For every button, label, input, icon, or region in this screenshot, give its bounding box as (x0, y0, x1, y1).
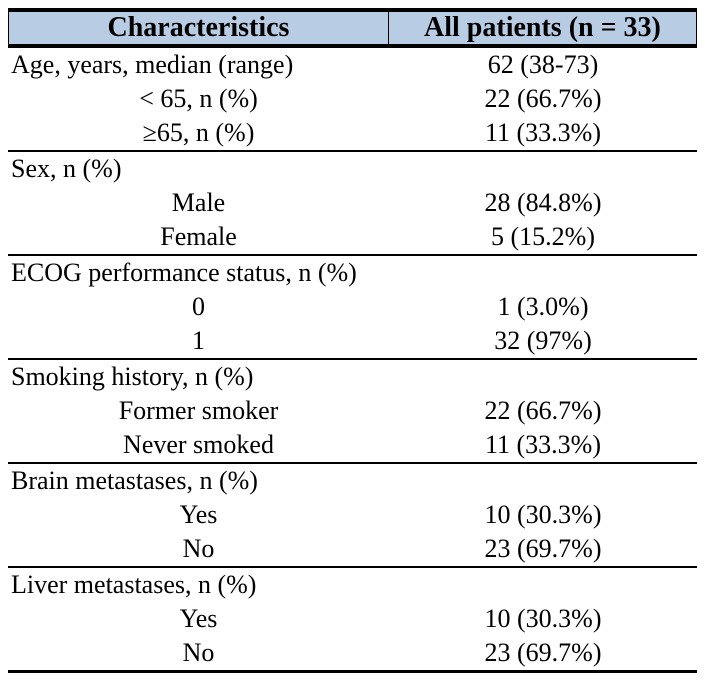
table-section: Smoking history, n (%) Former smoker 22 (6… (8, 360, 697, 464)
table-row: Yes 10 (30.3%) (8, 602, 697, 636)
table-section: Brain metastases, n (%) Yes 10 (30.3%) No 23… (8, 464, 697, 568)
row-value: 22 (66.7%) (484, 396, 602, 425)
row-label: No (182, 534, 215, 563)
row-label: Age, years, median (range) (11, 50, 294, 79)
table-body: Age, years, median (range) 62 (38-73) < 65… (8, 48, 697, 673)
table-row: 1 32 (97%) (8, 324, 697, 358)
table-row: Yes 10 (30.3%) (8, 498, 697, 532)
row-value: 22 (66.7%) (484, 84, 602, 113)
row-value: 1 (3.0%) (497, 292, 589, 321)
row-value: 11 (33.3%) (484, 118, 601, 147)
row-value: 11 (33.3%) (484, 430, 601, 459)
table-row: No 23 (69.7%) (8, 636, 697, 670)
row-label: < 65, n (%) (139, 84, 258, 113)
table-row: Smoking history, n (%) (8, 360, 697, 394)
row-label: Brain metastases, n (%) (11, 466, 258, 495)
row-value (389, 256, 697, 290)
row-value: 5 (15.2%) (491, 222, 595, 251)
table-row: Male 28 (84.8%) (8, 186, 697, 220)
row-value: 10 (30.3%) (484, 604, 602, 633)
table-row: Former smoker 22 (66.7%) (8, 394, 697, 428)
table-row: Female 5 (15.2%) (8, 220, 697, 254)
row-value (389, 464, 697, 498)
row-value: 23 (69.7%) (484, 638, 602, 667)
row-label: 1 (192, 326, 205, 355)
row-value: 10 (30.3%) (484, 500, 602, 529)
row-label: No (182, 638, 215, 667)
row-value: 23 (69.7%) (484, 534, 602, 563)
table-row: < 65, n (%) 22 (66.7%) (8, 82, 697, 116)
table-header-row: Characteristics All patients (n = 33) (8, 8, 697, 48)
row-label: Sex, n (%) (11, 154, 122, 183)
column-header-characteristics: Characteristics (9, 12, 389, 44)
table-row: No 23 (69.7%) (8, 532, 697, 566)
table-row: Age, years, median (range) 62 (38-73) (8, 48, 697, 82)
row-label: Female (160, 222, 237, 251)
table-row: ECOG performance status, n (%) (8, 256, 697, 290)
row-label: ≥65, n (%) (142, 118, 255, 147)
table-section: ECOG performance status, n (%) 0 1 (3.0%) 1… (8, 256, 697, 360)
table-row: Brain metastases, n (%) (8, 464, 697, 498)
row-label: Former smoker (118, 396, 279, 425)
row-label: Liver metastases, n (%) (11, 570, 257, 599)
column-header-all-patients: All patients (n = 33) (424, 12, 661, 43)
table-row: Never smoked 11 (33.3%) (8, 428, 697, 462)
row-label: Yes (179, 500, 218, 529)
table-section: Liver metastases, n (%) Yes 10 (30.3%) No 23… (8, 568, 697, 673)
table-row: ≥65, n (%) 11 (33.3%) (8, 116, 697, 150)
table-section: Sex, n (%) Male 28 (84.8%) Female 5 (15.2%) (8, 152, 697, 256)
row-label: Never smoked (123, 430, 274, 459)
row-label: Yes (179, 604, 218, 633)
row-value (389, 568, 697, 602)
row-label: Male (171, 188, 226, 217)
row-value: 62 (38-73) (487, 50, 599, 79)
row-value: 32 (97%) (494, 326, 592, 355)
patient-characteristics-table: Characteristics All patients (n = 33) Ag… (8, 8, 697, 673)
row-label: 0 (192, 292, 205, 321)
row-label: Smoking history, n (%) (11, 362, 254, 391)
row-value (389, 152, 697, 186)
table-section: Age, years, median (range) 62 (38-73) < 65… (8, 48, 697, 152)
table-row: Liver metastases, n (%) (8, 568, 697, 602)
row-value: 28 (84.8%) (484, 188, 602, 217)
table-row: Sex, n (%) (8, 152, 697, 186)
row-value (389, 360, 697, 394)
row-label: ECOG performance status, n (%) (11, 258, 357, 287)
table-row: 0 1 (3.0%) (8, 290, 697, 324)
